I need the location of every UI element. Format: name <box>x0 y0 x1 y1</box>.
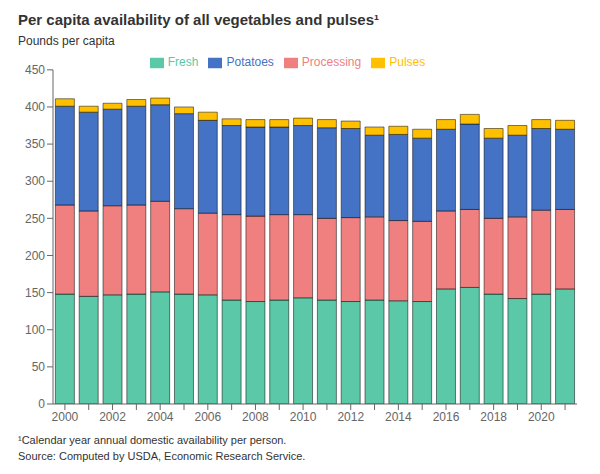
html-text:Potatoes: Potatoes <box>226 55 274 69</box>
html-text:Source: Computed by USDA, Econ: Source: Computed by USDA, Economic Resea… <box>18 450 306 462</box>
html-text:¹Calendar year annual domestic: ¹Calendar year annual domestic availabil… <box>18 434 287 446</box>
svg-text:2004: 2004 <box>147 410 174 424</box>
svg-text:2008: 2008 <box>242 410 269 424</box>
svg-text:2000: 2000 <box>52 410 79 424</box>
html-text:Pounds per capita: Pounds per capita <box>18 34 115 48</box>
svg-text:400: 400 <box>25 100 45 114</box>
svg-text:2020: 2020 <box>528 410 555 424</box>
svg-text:2006: 2006 <box>194 410 221 424</box>
html-text:Per capita availability of all: Per capita availability of all vegetable… <box>18 11 379 28</box>
svg-text:2012: 2012 <box>337 410 364 424</box>
html-text:Processing: Processing <box>301 55 362 69</box>
svg-text:2018: 2018 <box>480 410 507 424</box>
html-text:Fresh: Fresh <box>167 55 199 69</box>
svg-text:0: 0 <box>38 397 45 411</box>
svg-text:50: 50 <box>32 360 46 374</box>
html-text:Pulses: Pulses <box>389 55 426 69</box>
svg-text:350: 350 <box>25 137 45 151</box>
svg-text:450: 450 <box>25 63 45 77</box>
svg-text:2014: 2014 <box>385 410 412 424</box>
svg-text:300: 300 <box>25 174 45 188</box>
svg-text:150: 150 <box>25 286 45 300</box>
svg-text:100: 100 <box>25 323 45 337</box>
svg-text:200: 200 <box>25 249 45 263</box>
svg-text:2002: 2002 <box>99 410 126 424</box>
svg-text:2010: 2010 <box>290 410 317 424</box>
svg-text:2016: 2016 <box>433 410 460 424</box>
svg-text:250: 250 <box>25 212 45 226</box>
